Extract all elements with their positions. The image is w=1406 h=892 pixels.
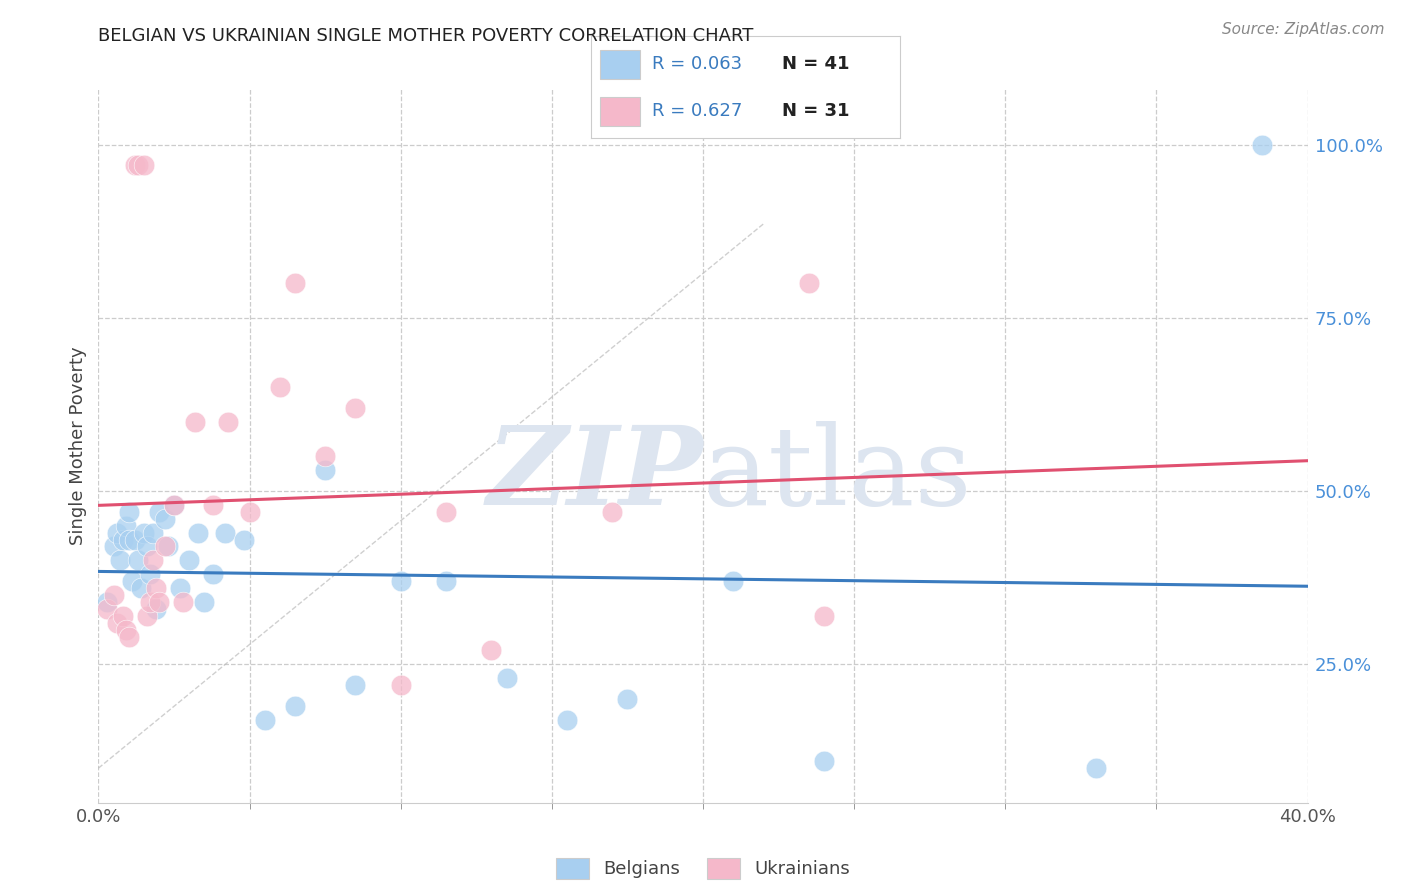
Point	[193, 595, 215, 609]
Point	[389, 574, 412, 588]
Point	[153, 540, 176, 554]
Point	[284, 698, 307, 713]
Point	[145, 602, 167, 616]
Text: R = 0.063: R = 0.063	[652, 55, 742, 73]
Point	[555, 713, 578, 727]
Text: N = 41: N = 41	[782, 55, 849, 73]
Point	[111, 608, 134, 623]
Point	[232, 533, 254, 547]
Point	[314, 463, 336, 477]
Point	[121, 574, 143, 588]
Point	[142, 525, 165, 540]
Point	[129, 581, 152, 595]
Point	[105, 615, 128, 630]
Text: ZIP: ZIP	[486, 421, 703, 528]
Point	[139, 595, 162, 609]
Point	[114, 623, 136, 637]
Point	[284, 276, 307, 290]
Point	[434, 574, 457, 588]
Point	[214, 525, 236, 540]
Text: R = 0.627: R = 0.627	[652, 102, 742, 120]
Point	[1251, 137, 1274, 152]
Point	[135, 540, 157, 554]
Point	[202, 567, 225, 582]
Point	[187, 525, 209, 540]
Point	[105, 525, 128, 540]
Point	[145, 581, 167, 595]
Point	[108, 553, 131, 567]
Text: Source: ZipAtlas.com: Source: ZipAtlas.com	[1222, 22, 1385, 37]
Point	[135, 608, 157, 623]
Point	[118, 505, 141, 519]
Point	[118, 533, 141, 547]
Legend: Belgians, Ukrainians: Belgians, Ukrainians	[557, 858, 849, 879]
Point	[156, 540, 179, 554]
Point	[434, 505, 457, 519]
Point	[202, 498, 225, 512]
Point	[114, 518, 136, 533]
Point	[813, 608, 835, 623]
Text: atlas: atlas	[703, 421, 973, 528]
Point	[127, 158, 149, 172]
Point	[132, 158, 155, 172]
Point	[481, 643, 503, 657]
Point	[148, 505, 170, 519]
Point	[797, 276, 820, 290]
Point	[184, 415, 207, 429]
Point	[96, 602, 118, 616]
FancyBboxPatch shape	[600, 50, 640, 78]
Point	[179, 553, 201, 567]
Point	[139, 567, 162, 582]
Point	[389, 678, 412, 692]
Point	[142, 553, 165, 567]
Point	[124, 158, 146, 172]
Point	[103, 540, 125, 554]
Point	[239, 505, 262, 519]
Point	[118, 630, 141, 644]
Point	[616, 691, 638, 706]
Point	[495, 671, 517, 685]
Point	[1085, 761, 1108, 775]
Text: BELGIAN VS UKRAINIAN SINGLE MOTHER POVERTY CORRELATION CHART: BELGIAN VS UKRAINIAN SINGLE MOTHER POVER…	[98, 27, 754, 45]
Point	[148, 595, 170, 609]
Point	[163, 498, 186, 512]
Point	[96, 595, 118, 609]
Point	[132, 525, 155, 540]
Point	[344, 401, 367, 415]
Text: N = 31: N = 31	[782, 102, 849, 120]
Point	[172, 595, 194, 609]
Y-axis label: Single Mother Poverty: Single Mother Poverty	[69, 347, 87, 545]
Point	[127, 553, 149, 567]
Point	[217, 415, 239, 429]
Point	[124, 533, 146, 547]
Point	[169, 581, 191, 595]
Point	[344, 678, 367, 692]
Point	[111, 533, 134, 547]
FancyBboxPatch shape	[600, 97, 640, 126]
Point	[153, 512, 176, 526]
Point	[602, 505, 624, 519]
Point	[103, 588, 125, 602]
Point	[163, 498, 186, 512]
Point	[253, 713, 276, 727]
Point	[314, 450, 336, 464]
Point	[813, 754, 835, 768]
Point	[723, 574, 745, 588]
Point	[269, 380, 291, 394]
